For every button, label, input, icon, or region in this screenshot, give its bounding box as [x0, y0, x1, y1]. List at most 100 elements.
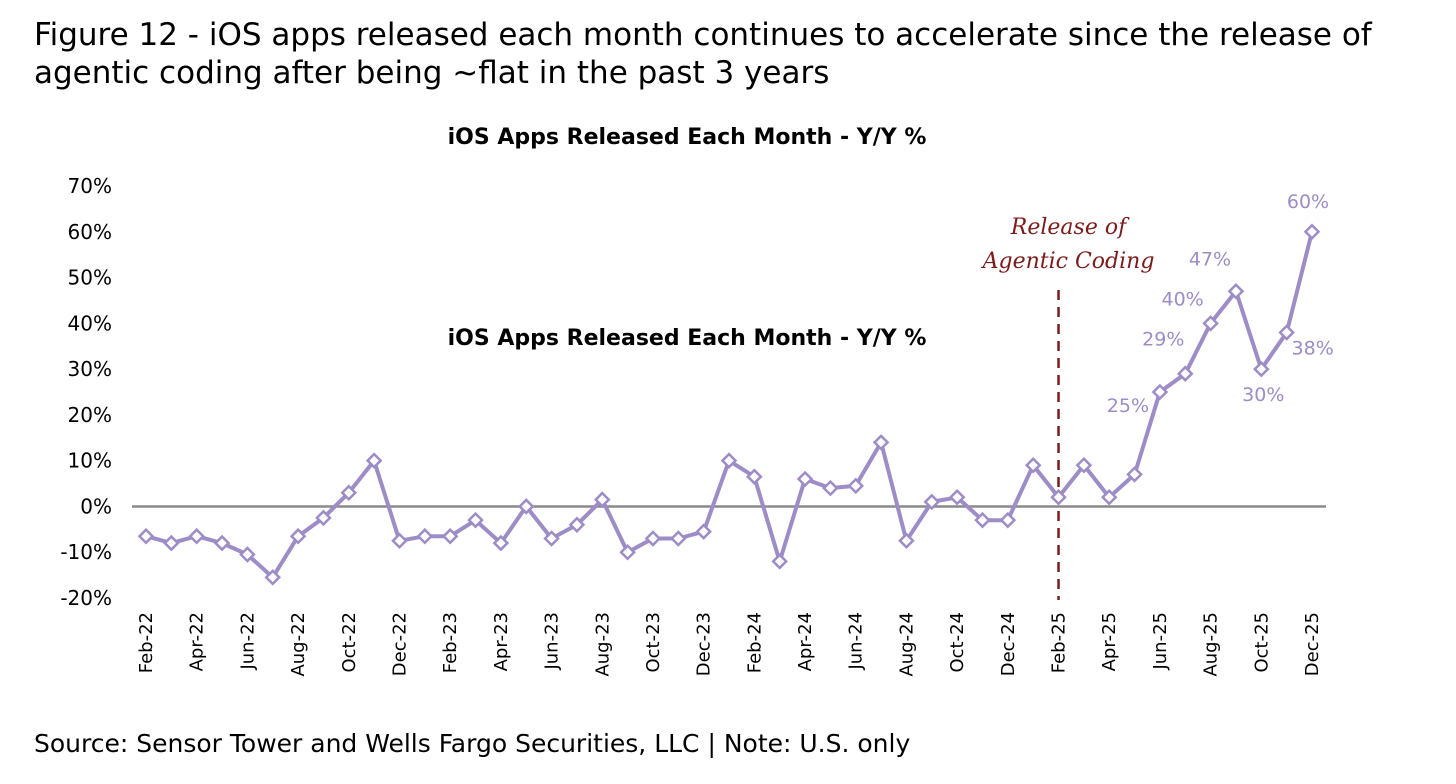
data-point-marker	[822, 479, 839, 497]
x-tick-label: Feb-23	[440, 612, 461, 673]
x-tick-label: Feb-25	[1049, 612, 1070, 673]
data-label: 38%	[1292, 337, 1334, 359]
x-tick-label: Dec-22	[389, 612, 410, 676]
series-markers	[137, 223, 1321, 586]
data-point-marker	[923, 493, 941, 511]
figure-title: Figure 12 - iOS apps released each month…	[34, 16, 1434, 92]
x-tick-label: Feb-22	[136, 612, 157, 673]
data-point-marker	[619, 543, 636, 561]
x-tick-label: Dec-23	[694, 612, 715, 676]
y-tick-label: 50%	[68, 266, 112, 290]
x-tick-label: Jun-25	[1150, 612, 1171, 671]
y-tick-label: 30%	[68, 357, 112, 381]
data-point-marker	[771, 553, 788, 570]
y-tick-label: 70%	[68, 174, 112, 198]
data-point-marker	[1075, 456, 1093, 474]
figure-title-line2: agentic coding after being ~flat in the …	[34, 55, 830, 91]
data-point-marker	[315, 509, 332, 527]
data-point-marker	[644, 530, 662, 547]
data-point-marker	[847, 477, 865, 495]
x-tick-label: Aug-23	[592, 612, 613, 677]
x-axis: Feb-22 Apr-22 Jun-22 Aug-22 Oct-22 Dec-22 Feb-…	[136, 612, 1323, 677]
x-tick-label: Aug-22	[288, 612, 309, 677]
y-tick-label: 40%	[68, 311, 112, 335]
data-point-marker	[163, 534, 180, 552]
chart-title-repeat: iOS Apps Released Each Month - Y/Y %	[448, 326, 927, 351]
x-tick-label: Aug-24	[896, 612, 917, 677]
data-point-marker	[188, 527, 205, 545]
data-point-marker	[213, 534, 231, 552]
data-point-marker	[1176, 365, 1194, 382]
data-point-marker	[872, 434, 890, 451]
data-point-marker	[441, 527, 459, 545]
data-point-marker	[695, 523, 712, 540]
data-point-marker	[340, 484, 358, 501]
data-point-marker	[391, 532, 408, 550]
x-tick-label: Apr-23	[491, 612, 512, 671]
data-point-marker	[1253, 360, 1270, 378]
data-point-marker	[746, 468, 763, 485]
data-label: 47%	[1189, 248, 1231, 270]
y-tick-label: 10%	[68, 449, 112, 473]
data-point-marker	[289, 527, 307, 545]
source-note: Source: Sensor Tower and Wells Fargo Sec…	[34, 729, 911, 758]
x-tick-label: Apr-24	[795, 612, 816, 671]
agentic-coding-annotation: Release of Agentic Coding	[981, 215, 1155, 600]
annotation-line1: Release of	[1010, 215, 1130, 240]
y-tick-label: 60%	[68, 220, 112, 244]
x-tick-label: Oct-23	[643, 612, 664, 673]
data-point-marker	[999, 511, 1017, 529]
x-tick-label: Aug-25	[1201, 612, 1222, 677]
data-point-marker	[1227, 283, 1245, 300]
data-label: 29%	[1142, 329, 1184, 351]
x-tick-label: Oct-22	[339, 612, 360, 673]
data-point-marker	[974, 511, 991, 529]
data-point-marker	[365, 452, 383, 469]
data-point-marker	[1050, 489, 1067, 506]
data-point-marker	[467, 511, 484, 529]
data-point-marker	[416, 527, 434, 545]
chart-title: iOS Apps Released Each Month - Y/Y %	[448, 125, 927, 150]
data-point-marker	[1126, 466, 1143, 483]
figure-title-line1: Figure 12 - iOS apps released each month…	[34, 17, 1372, 53]
x-tick-label: Oct-24	[947, 612, 968, 673]
data-label: 60%	[1287, 191, 1329, 213]
data-point-marker	[137, 527, 155, 545]
x-tick-label: Apr-25	[1099, 612, 1120, 671]
data-point-marker	[1202, 315, 1219, 332]
x-tick-label: Jun-24	[846, 612, 867, 671]
data-point-marker	[568, 516, 586, 534]
y-tick-label: 20%	[68, 403, 112, 427]
x-tick-label: Apr-22	[187, 612, 208, 671]
data-point-marker	[543, 530, 560, 547]
data-label: 25%	[1107, 395, 1149, 417]
data-point-marker	[1151, 383, 1169, 401]
data-point-marker	[1024, 456, 1042, 474]
x-tick-label: Jun-23	[542, 612, 563, 671]
data-point-marker	[948, 489, 966, 506]
data-label: 40%	[1161, 288, 1203, 310]
y-tick-label: 0%	[80, 494, 112, 518]
data-point-marker	[264, 569, 282, 586]
data-point-marker	[670, 530, 687, 547]
data-labels: 25% 29% 40% 47% 30% 38% 60%	[1107, 191, 1334, 417]
data-point-marker	[1278, 324, 1295, 341]
annotation-line2: Agentic Coding	[981, 249, 1155, 274]
data-point-marker	[492, 534, 510, 552]
data-point-marker	[796, 470, 814, 488]
y-axis: 70% 60% 50% 40% 30% 20% 10% 0% -10% -20%	[60, 174, 112, 610]
y-tick-label: -20%	[60, 586, 112, 610]
data-point-marker	[593, 491, 611, 508]
x-tick-label: Feb-24	[744, 612, 765, 673]
data-label: 30%	[1242, 384, 1284, 406]
y-tick-label: -10%	[60, 540, 112, 564]
data-point-marker	[239, 546, 256, 563]
x-tick-label: Dec-24	[998, 612, 1019, 676]
data-point-marker	[517, 498, 535, 515]
x-tick-label: Jun-22	[237, 612, 258, 671]
x-tick-label: Oct-25	[1251, 612, 1272, 673]
data-point-marker	[720, 452, 738, 469]
data-point-marker	[1100, 489, 1118, 506]
data-point-marker	[898, 532, 915, 550]
